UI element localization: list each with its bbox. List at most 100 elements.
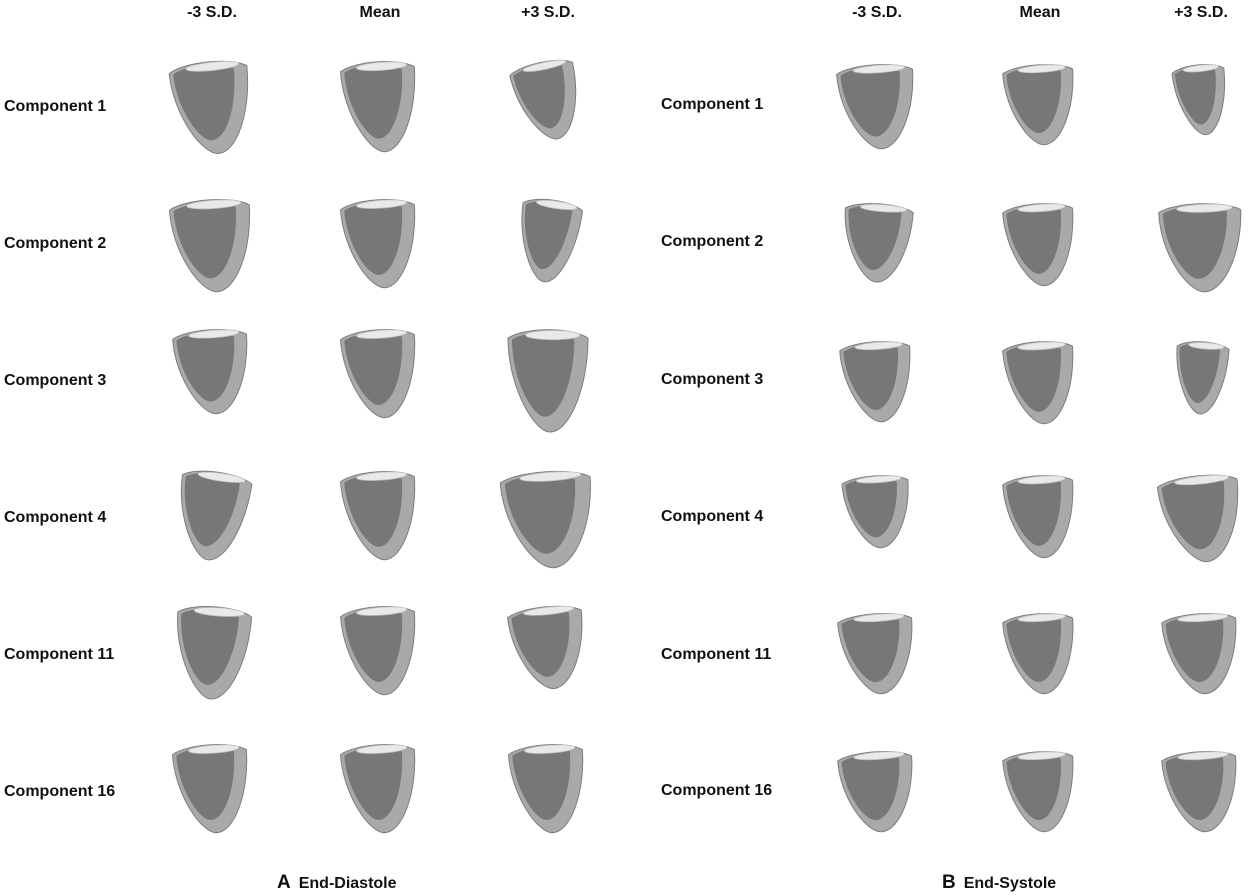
panel-a-title: End-Diastole xyxy=(298,875,397,892)
ventricle-shape xyxy=(339,329,416,419)
basal-plane xyxy=(523,605,574,616)
basal-plane xyxy=(188,329,240,339)
basal-plane xyxy=(356,199,408,209)
ventricle-shape xyxy=(1156,474,1239,563)
ventricle-shape xyxy=(1161,751,1237,833)
basal-plane xyxy=(860,204,907,213)
panel-a-letter: A xyxy=(277,872,291,893)
endocardium-surface xyxy=(344,747,403,820)
ventricle-shape xyxy=(339,606,416,696)
ventricle-shape xyxy=(339,471,416,561)
ventricle-shape xyxy=(1176,341,1230,415)
endocardium-surface xyxy=(1006,616,1062,683)
endocardium-surface xyxy=(1006,67,1062,134)
ventricle-shape xyxy=(507,605,583,690)
ventricle-shape xyxy=(1171,64,1226,136)
panel-a-row-label: Component 4 xyxy=(4,509,107,526)
panel-a-row-label: Component 1 xyxy=(4,98,107,115)
basal-plane xyxy=(852,64,906,74)
basal-plane xyxy=(854,341,903,351)
ventricle-shape xyxy=(1002,341,1074,425)
basal-plane xyxy=(1182,64,1219,73)
ventricle-shape xyxy=(837,751,913,833)
basal-plane xyxy=(524,744,576,754)
ventricle-shape xyxy=(1002,475,1074,559)
endocardium-surface xyxy=(512,332,575,417)
basal-plane xyxy=(525,330,581,341)
panel-a-row-label: Component 16 xyxy=(4,783,116,800)
endocardium-surface xyxy=(845,478,897,538)
ventricle-shape xyxy=(841,475,909,549)
endocardium-surface xyxy=(843,344,899,411)
panel-b-row-label: Component 16 xyxy=(661,782,773,799)
basal-plane xyxy=(1174,474,1230,486)
panel-b-row-label: Component 11 xyxy=(661,646,772,663)
ventricle-shape xyxy=(836,64,914,150)
ventricle-shape xyxy=(168,60,249,155)
endocardium-surface xyxy=(848,205,902,271)
ventricle-shape xyxy=(507,329,589,433)
basal-plane xyxy=(193,607,245,617)
ventricle-shape xyxy=(168,199,251,293)
ventricle-shape xyxy=(839,341,911,423)
panel-b-letter: B xyxy=(942,872,956,893)
endocardium-surface xyxy=(1006,344,1062,412)
endocardium-surface xyxy=(1006,754,1062,821)
endocardium-surface xyxy=(841,754,900,821)
endocardium-surface xyxy=(1006,478,1062,546)
ventricle-shape xyxy=(1002,751,1074,833)
ventricle-shape xyxy=(171,744,248,834)
panel-b-title: End-Systole xyxy=(963,875,1057,892)
panel-b-col-header-mean: Mean xyxy=(1019,4,1061,21)
panel-a-row-label: Component 3 xyxy=(4,372,107,389)
endocardium-surface xyxy=(344,474,403,547)
basal-plane xyxy=(1177,751,1229,761)
ventricle-shape xyxy=(177,606,253,700)
ventricle-shape xyxy=(1158,203,1242,293)
ventricle-shape xyxy=(339,199,416,289)
panel-b-caption: B End-Systole xyxy=(942,872,1056,894)
basal-plane xyxy=(1017,475,1066,485)
basal-plane xyxy=(1017,203,1066,213)
ventricle-shape xyxy=(507,744,584,834)
ventricle-shape xyxy=(1161,613,1237,695)
endocardium-surface xyxy=(176,747,235,820)
basal-plane xyxy=(853,613,905,623)
endocardium-surface xyxy=(1162,206,1227,279)
endocardium-surface xyxy=(1174,67,1216,125)
panel-b-row-label: Component 4 xyxy=(661,508,764,525)
ventricle-shape xyxy=(499,470,591,569)
endocardium-surface xyxy=(344,64,403,139)
endocardium-surface xyxy=(504,474,576,554)
ventricle-shape xyxy=(844,203,914,283)
panel-a-col-header-minus3sd: -3 S.D. xyxy=(187,4,237,21)
basal-plane xyxy=(356,471,408,481)
basal-plane xyxy=(197,471,246,483)
ventricle-shape xyxy=(521,198,584,283)
basal-plane xyxy=(1188,342,1225,350)
basal-plane xyxy=(188,744,240,754)
endocardium-surface xyxy=(1161,478,1225,550)
basal-plane xyxy=(356,744,408,754)
basal-plane xyxy=(1017,341,1066,351)
endocardium-surface xyxy=(1006,206,1062,274)
endocardium-surface xyxy=(513,64,565,129)
ventricle-shape xyxy=(1002,203,1074,287)
basal-plane xyxy=(186,199,242,210)
ventricle-shape xyxy=(180,470,253,561)
panel-a-col-header-mean: Mean xyxy=(359,4,401,21)
basal-plane xyxy=(1176,203,1233,213)
endocardium-surface xyxy=(524,201,573,270)
panel-b-col-header-minus3sd: -3 S.D. xyxy=(852,4,902,21)
panel-a-col-header-plus3sd: +3 S.D. xyxy=(521,4,575,21)
panel-b-col-header-plus3sd: +3 S.D. xyxy=(1174,4,1228,21)
ventricle-shape xyxy=(1002,613,1074,695)
endocardium-surface xyxy=(173,202,237,279)
ventricle-shape xyxy=(339,744,416,834)
basal-plane xyxy=(1017,64,1066,74)
basal-plane xyxy=(356,329,408,339)
endocardium-surface xyxy=(1165,754,1224,821)
basal-plane xyxy=(855,475,902,484)
endocardium-surface xyxy=(184,473,240,547)
panel-b-row-label: Component 3 xyxy=(661,371,764,388)
